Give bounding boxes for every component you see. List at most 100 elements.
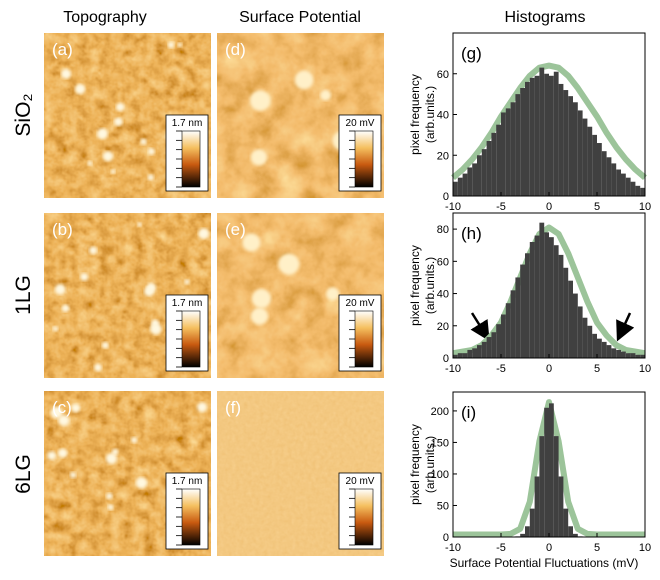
bar — [467, 167, 473, 196]
bar — [467, 349, 473, 358]
particle — [97, 128, 108, 140]
bar — [601, 151, 607, 196]
bar — [457, 177, 463, 196]
x-tick-label: -10 — [445, 201, 461, 213]
bar — [558, 83, 564, 196]
panel-label: (d) — [225, 40, 246, 59]
spot — [278, 253, 300, 275]
bar — [481, 149, 487, 196]
y-tick-label: 40 — [437, 110, 449, 122]
particle — [131, 436, 138, 444]
bar — [597, 143, 602, 196]
bar — [563, 90, 569, 196]
x-tick-label: 5 — [594, 542, 600, 554]
bar — [616, 349, 621, 358]
x-tick-label: 0 — [546, 542, 552, 554]
bar — [611, 163, 617, 196]
fit-curve — [453, 399, 645, 538]
bar — [529, 242, 535, 358]
bar — [534, 75, 540, 196]
panel-label: (b) — [52, 220, 73, 239]
y-tick-label: 100 — [431, 469, 449, 481]
particle — [61, 304, 70, 313]
particle — [106, 492, 113, 500]
bar — [630, 181, 636, 196]
row-label: SiO₂ — [12, 93, 35, 136]
particle — [80, 272, 89, 281]
bar — [625, 353, 631, 358]
bar — [635, 354, 641, 358]
bar — [573, 533, 578, 537]
bar — [568, 526, 573, 537]
bar — [640, 187, 645, 196]
particle — [69, 471, 77, 479]
y-tick-label: 50 — [437, 500, 449, 512]
fit-curve — [451, 62, 647, 180]
particle — [135, 477, 148, 489]
x-tick-label: -10 — [445, 363, 461, 375]
bar — [520, 533, 525, 537]
bar — [625, 177, 631, 196]
bar — [587, 126, 593, 196]
panel-label: (i) — [461, 403, 476, 422]
row-label: 1LG — [12, 275, 35, 315]
panel-label: (e) — [225, 220, 246, 239]
particle — [167, 41, 175, 49]
bar — [510, 102, 516, 196]
bar — [520, 88, 525, 196]
bar — [582, 317, 588, 358]
colorbar — [181, 488, 201, 546]
bar — [544, 407, 549, 537]
particle — [50, 406, 63, 419]
bar — [539, 67, 545, 196]
bar — [505, 303, 511, 358]
bar — [568, 280, 573, 358]
particle — [196, 402, 208, 413]
bar — [573, 102, 578, 196]
particle — [105, 452, 118, 465]
afm-image: (f) 20 mV — [217, 391, 384, 556]
particle — [184, 279, 190, 285]
particle — [177, 42, 183, 48]
particle — [147, 174, 154, 181]
particle — [110, 169, 116, 174]
spot — [251, 289, 272, 309]
bar — [453, 181, 458, 196]
particle — [74, 83, 86, 95]
bar — [501, 112, 506, 196]
panel-label: (f) — [225, 398, 241, 417]
bar — [515, 94, 521, 196]
scale-label: 20 mV — [346, 298, 375, 309]
bar — [621, 173, 626, 196]
colorbar — [354, 488, 374, 546]
x-tick-label: 10 — [639, 363, 651, 375]
bar — [477, 345, 482, 358]
particle — [61, 68, 72, 79]
bar — [525, 526, 530, 537]
bar — [549, 75, 554, 196]
spot — [250, 149, 268, 166]
bar — [549, 237, 554, 358]
bar — [515, 277, 521, 358]
particle — [107, 504, 114, 511]
scale-label: 1.7 nm — [172, 298, 203, 309]
bar — [491, 132, 497, 196]
bar — [529, 508, 535, 537]
particle — [101, 342, 109, 349]
scale-label: 20 mV — [346, 118, 375, 129]
x-tick-label: 0 — [546, 363, 552, 375]
bar — [501, 314, 506, 358]
bar — [611, 348, 617, 358]
y-tick-label: 0 — [443, 532, 449, 544]
panel-label: (c) — [52, 398, 72, 417]
bar — [616, 169, 621, 196]
x-tick-label: 5 — [594, 201, 600, 213]
spot — [250, 307, 269, 325]
particle — [71, 403, 81, 413]
bar — [621, 351, 626, 358]
bar — [640, 354, 645, 358]
y-tick-label: 20 — [437, 150, 449, 162]
y-tick-label: 0 — [443, 191, 449, 203]
particle — [102, 151, 114, 162]
